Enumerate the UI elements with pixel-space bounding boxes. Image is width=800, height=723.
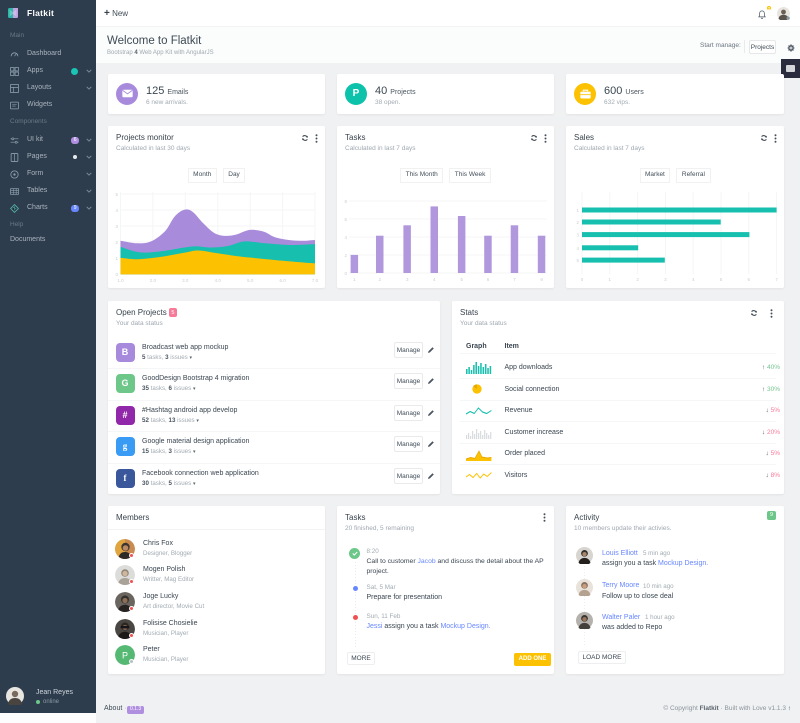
svg-text:4: 4 [115, 208, 118, 213]
svg-text:7.0: 7.0 [312, 278, 319, 283]
svg-text:0: 0 [115, 272, 118, 277]
svg-text:0: 0 [581, 277, 584, 282]
svg-text:3: 3 [664, 277, 667, 282]
svg-text:3: 3 [576, 233, 579, 238]
svg-text:8: 8 [540, 277, 543, 282]
svg-text:2: 2 [576, 220, 579, 225]
svg-text:7: 7 [513, 277, 516, 282]
svg-text:1: 1 [115, 256, 118, 261]
svg-text:0: 0 [344, 271, 347, 276]
svg-text:5: 5 [576, 258, 579, 263]
svg-text:6: 6 [748, 277, 751, 282]
svg-text:4: 4 [576, 246, 579, 251]
svg-text:8: 8 [344, 199, 347, 204]
svg-text:2: 2 [636, 277, 639, 282]
svg-text:5.0: 5.0 [247, 278, 254, 283]
svg-text:1.0: 1.0 [117, 278, 124, 283]
svg-text:5: 5 [720, 277, 723, 282]
svg-text:4.0: 4.0 [215, 278, 222, 283]
svg-text:5: 5 [115, 192, 118, 197]
svg-text:1: 1 [609, 277, 612, 282]
svg-text:4: 4 [433, 277, 436, 282]
svg-text:3.0: 3.0 [182, 278, 189, 283]
svg-text:1: 1 [576, 208, 579, 213]
svg-text:2: 2 [379, 277, 382, 282]
svg-text:1: 1 [353, 277, 356, 282]
svg-text:2.0: 2.0 [150, 278, 157, 283]
svg-text:6: 6 [487, 277, 490, 282]
svg-text:6: 6 [344, 217, 347, 222]
svg-text:6.0: 6.0 [279, 278, 286, 283]
svg-text:5: 5 [460, 277, 463, 282]
svg-text:3: 3 [406, 277, 409, 282]
svg-text:2: 2 [115, 240, 118, 245]
svg-text:P: P [122, 651, 128, 661]
svg-text:7: 7 [775, 277, 778, 282]
svg-text:2: 2 [344, 253, 347, 258]
svg-text:4: 4 [692, 277, 695, 282]
svg-text:3: 3 [115, 224, 118, 229]
svg-text:4: 4 [344, 235, 347, 240]
